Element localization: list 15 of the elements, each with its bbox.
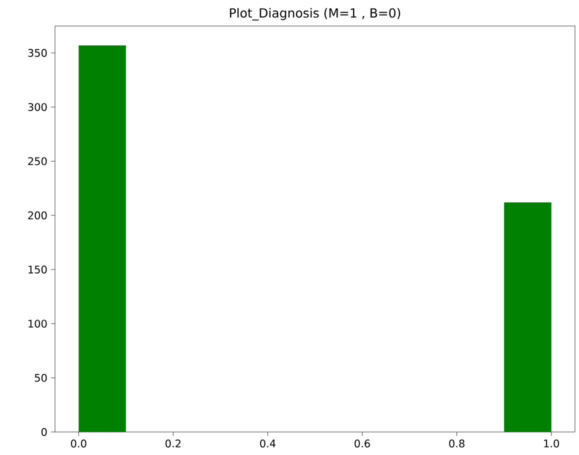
- x-tick-label: 0.2: [166, 440, 180, 448]
- x-tick-label: 0.8: [449, 440, 464, 448]
- y-tick-label: 150: [28, 266, 47, 274]
- y-tick-label: 250: [28, 157, 47, 166]
- x-tick-label: 0.6: [354, 440, 370, 448]
- chart-title: Plot_Diagnosis (M=1 , B=0): [230, 8, 400, 20]
- x-tick-label: 1.0: [544, 440, 559, 448]
- y-tick-label: 300: [28, 103, 47, 112]
- y-tick-label: 200: [28, 211, 47, 220]
- y-tick-label: 50: [34, 374, 47, 382]
- x-tick-label: 0.0: [70, 440, 86, 448]
- x-tick-label: 0.4: [260, 440, 276, 448]
- y-tick-label: 350: [28, 48, 47, 57]
- y-tick-label: 0: [41, 428, 47, 436]
- y-tick-label: 100: [28, 320, 47, 328]
